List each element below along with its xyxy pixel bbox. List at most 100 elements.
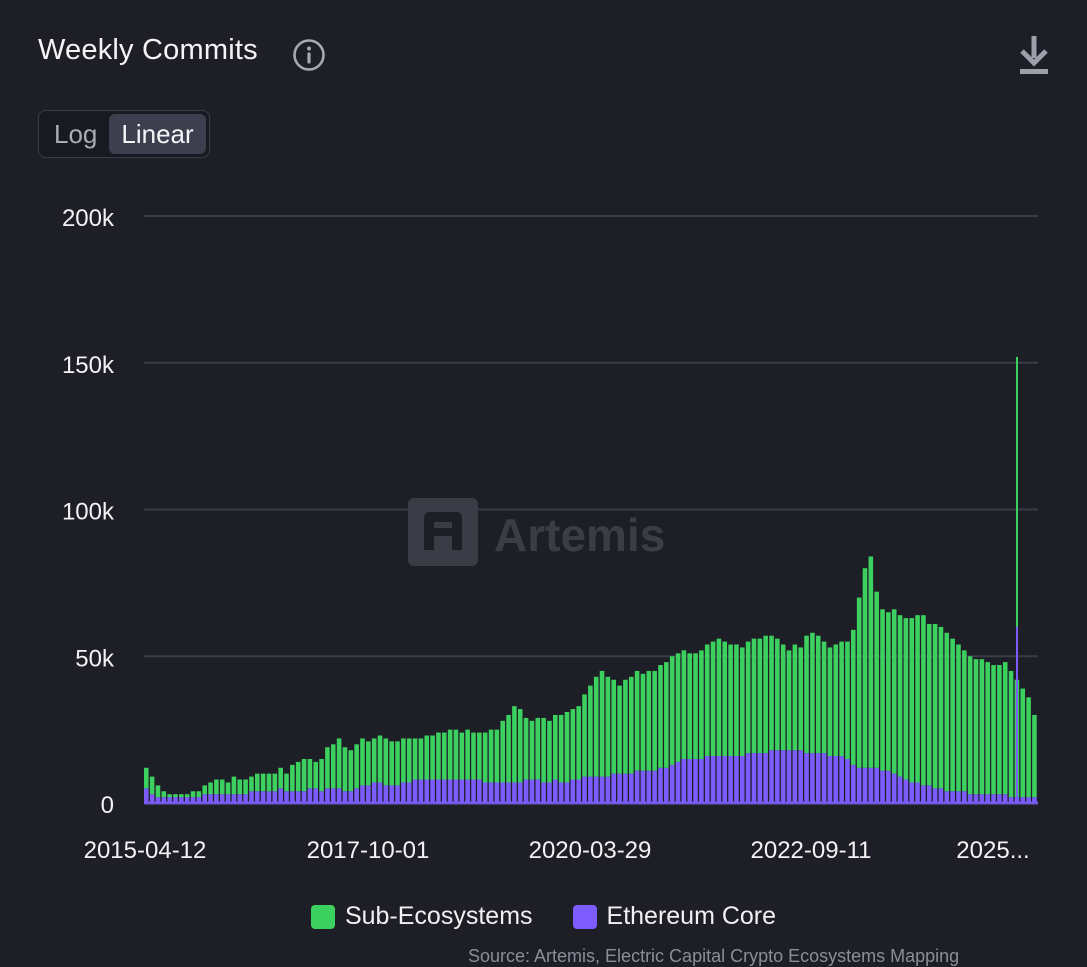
bar-sub-ecosystems[interactable] bbox=[839, 641, 844, 757]
bar-sub-ecosystems[interactable] bbox=[962, 650, 967, 792]
bar-sub-ecosystems[interactable] bbox=[208, 782, 213, 795]
bar-ethereum-core[interactable] bbox=[886, 770, 891, 803]
bar-sub-ecosystems[interactable] bbox=[494, 729, 500, 783]
bar-sub-ecosystems[interactable] bbox=[628, 676, 634, 774]
bar-ethereum-core[interactable] bbox=[424, 779, 430, 803]
bar-sub-ecosystems[interactable] bbox=[547, 720, 552, 783]
bar-sub-ecosystems[interactable] bbox=[360, 738, 365, 786]
bar-ethereum-core[interactable] bbox=[769, 750, 774, 803]
bar-ethereum-core[interactable] bbox=[173, 797, 178, 803]
bar-sub-ecosystems[interactable] bbox=[383, 738, 389, 786]
bar-sub-ecosystems[interactable] bbox=[523, 717, 529, 780]
bar-sub-ecosystems[interactable] bbox=[517, 709, 523, 783]
bar-sub-ecosystems[interactable] bbox=[804, 635, 809, 754]
bar-sub-ecosystems[interactable] bbox=[979, 659, 985, 795]
bar-ethereum-core[interactable] bbox=[401, 782, 406, 803]
bar-sub-ecosystems[interactable] bbox=[699, 650, 704, 759]
bar-sub-ecosystems[interactable] bbox=[611, 679, 617, 774]
bar-ethereum-core[interactable] bbox=[593, 776, 599, 803]
bar-sub-ecosystems[interactable] bbox=[576, 706, 581, 780]
bar-ethereum-core[interactable] bbox=[991, 794, 996, 803]
bar-sub-ecosystems[interactable] bbox=[149, 776, 155, 795]
bar-ethereum-core[interactable] bbox=[144, 788, 149, 803]
bar-sub-ecosystems[interactable] bbox=[944, 632, 950, 792]
bar-ethereum-core[interactable] bbox=[599, 776, 605, 803]
bar-ethereum-core[interactable] bbox=[915, 782, 920, 803]
bar-ethereum-core[interactable] bbox=[348, 791, 354, 803]
bar-ethereum-core[interactable] bbox=[500, 782, 505, 803]
bar-sub-ecosystems[interactable] bbox=[675, 653, 681, 762]
bar-sub-ecosystems[interactable] bbox=[757, 638, 763, 754]
bar-sub-ecosystems[interactable] bbox=[529, 720, 535, 780]
bar-sub-ecosystems[interactable] bbox=[366, 741, 371, 786]
bar-sub-ecosystems[interactable] bbox=[430, 735, 435, 780]
bar-sub-ecosystems[interactable] bbox=[442, 732, 447, 780]
bar-ethereum-core[interactable] bbox=[517, 782, 523, 803]
bar-ethereum-core[interactable] bbox=[903, 779, 909, 803]
bar-sub-ecosystems[interactable] bbox=[851, 629, 856, 765]
bar-ethereum-core[interactable] bbox=[710, 756, 716, 803]
bar-sub-ecosystems[interactable] bbox=[909, 618, 915, 783]
bar-sub-ecosystems[interactable] bbox=[921, 615, 926, 786]
bar-sub-ecosystems[interactable] bbox=[897, 615, 903, 777]
bar-sub-ecosystems[interactable] bbox=[354, 744, 359, 789]
bar-sub-ecosystems[interactable] bbox=[564, 712, 570, 783]
bar-ethereum-core[interactable] bbox=[301, 791, 307, 803]
bar-sub-ecosystems[interactable] bbox=[436, 732, 441, 780]
bar-ethereum-core[interactable] bbox=[243, 794, 248, 803]
bar-ethereum-core[interactable] bbox=[179, 797, 184, 803]
bar-ethereum-core[interactable] bbox=[290, 791, 295, 803]
bar-ethereum-core[interactable] bbox=[459, 779, 465, 803]
scale-option-log[interactable]: Log bbox=[54, 119, 98, 149]
bar-ethereum-core[interactable] bbox=[763, 753, 768, 803]
bar-ethereum-core[interactable] bbox=[471, 779, 476, 803]
bar-ethereum-core[interactable] bbox=[664, 767, 669, 803]
bar-ethereum-core[interactable] bbox=[611, 773, 617, 803]
bar-sub-ecosystems[interactable] bbox=[634, 670, 640, 771]
bar-ethereum-core[interactable] bbox=[775, 750, 780, 803]
bar-ethereum-core[interactable] bbox=[447, 779, 453, 803]
bar-sub-ecosystems[interactable] bbox=[652, 670, 657, 771]
bar-sub-ecosystems[interactable] bbox=[967, 656, 973, 795]
bar-ethereum-core[interactable] bbox=[406, 782, 412, 803]
bar-ethereum-core[interactable] bbox=[845, 758, 850, 803]
bar-ethereum-core[interactable] bbox=[278, 788, 283, 803]
bar-sub-ecosystems[interactable] bbox=[833, 644, 839, 757]
bar-ethereum-core[interactable] bbox=[284, 791, 289, 803]
bar-ethereum-core[interactable] bbox=[856, 767, 862, 803]
bar-ethereum-core[interactable] bbox=[1020, 797, 1026, 803]
bar-ethereum-core[interactable] bbox=[272, 791, 278, 803]
bar-ethereum-core[interactable] bbox=[488, 782, 494, 803]
bar-sub-ecosystems[interactable] bbox=[734, 644, 739, 757]
bar-ethereum-core[interactable] bbox=[704, 756, 710, 803]
bar-sub-ecosystems[interactable] bbox=[973, 659, 979, 795]
bar-ethereum-core[interactable] bbox=[944, 791, 950, 803]
bar-sub-ecosystems[interactable] bbox=[179, 794, 184, 798]
bar-ethereum-core[interactable] bbox=[383, 785, 389, 803]
bar-sub-ecosystems[interactable] bbox=[155, 785, 161, 798]
bar-ethereum-core[interactable] bbox=[436, 779, 441, 803]
bar-ethereum-core[interactable] bbox=[190, 797, 196, 803]
bar-ethereum-core[interactable] bbox=[161, 797, 167, 803]
bar-ethereum-core[interactable] bbox=[465, 779, 470, 803]
bar-ethereum-core[interactable] bbox=[576, 779, 581, 803]
bar-ethereum-core[interactable] bbox=[494, 782, 500, 803]
bar-sub-ecosystems[interactable] bbox=[406, 738, 412, 783]
bar-sub-ecosystems[interactable] bbox=[512, 706, 517, 783]
bar-ethereum-core[interactable] bbox=[926, 785, 932, 803]
bar-ethereum-core[interactable] bbox=[208, 794, 213, 803]
bar-ethereum-core[interactable] bbox=[477, 779, 482, 803]
bar-ethereum-core[interactable] bbox=[874, 767, 879, 803]
bar-sub-ecosystems[interactable] bbox=[710, 641, 716, 757]
bar-sub-ecosystems[interactable] bbox=[196, 791, 202, 798]
bar-sub-ecosystems[interactable] bbox=[225, 782, 231, 795]
bar-sub-ecosystems[interactable] bbox=[716, 638, 722, 757]
bar-sub-ecosystems[interactable] bbox=[780, 644, 786, 751]
bar-ethereum-core[interactable] bbox=[851, 764, 856, 803]
bar-sub-ecosystems[interactable] bbox=[926, 623, 932, 786]
bar-ethereum-core[interactable] bbox=[617, 773, 622, 803]
bar-sub-ecosystems[interactable] bbox=[740, 647, 745, 757]
bar-sub-ecosystems[interactable] bbox=[862, 568, 868, 768]
bar-ethereum-core[interactable] bbox=[295, 791, 301, 803]
bar-ethereum-core[interactable] bbox=[687, 758, 692, 803]
